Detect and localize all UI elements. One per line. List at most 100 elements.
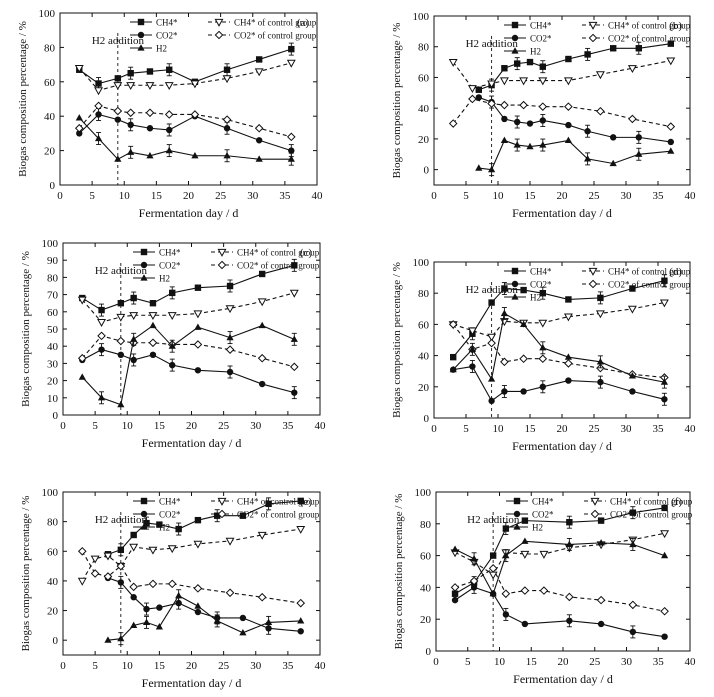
y-tick-label: 100 <box>42 487 59 499</box>
data-point <box>97 319 107 327</box>
data-point <box>467 327 477 336</box>
h2-addition-label: H2 addition <box>92 35 145 47</box>
data-point <box>117 300 125 307</box>
legend-marker <box>214 30 224 40</box>
y-tick-label: 60 <box>418 319 430 331</box>
x-tick-label: 25 <box>589 190 601 202</box>
legend-marker <box>590 497 600 506</box>
legend-marker <box>217 248 227 257</box>
y-tick-label: 0 <box>424 413 430 425</box>
x-tick-label: 5 <box>465 656 471 668</box>
x-tick-label: 25 <box>215 190 227 202</box>
data-point <box>130 294 137 302</box>
data-point <box>225 345 235 354</box>
x-tick-label: 20 <box>557 190 569 202</box>
legend-marker <box>511 293 519 300</box>
data-point <box>155 623 163 630</box>
series-co2 <box>451 580 668 640</box>
data-point <box>514 118 521 126</box>
y-tick-label: 0 <box>53 635 59 647</box>
data-point <box>501 65 508 72</box>
data-point <box>239 614 247 622</box>
data-point <box>226 333 234 341</box>
series-co2 <box>475 94 674 146</box>
legend-swatch-ch4_ctrl <box>211 497 233 506</box>
data-point <box>193 310 203 319</box>
legend-swatch-ch4 <box>133 248 155 256</box>
data-point <box>74 64 84 73</box>
data-point <box>563 77 573 86</box>
data-point <box>95 80 102 87</box>
legend-marker <box>511 21 519 29</box>
series-line <box>81 264 295 311</box>
y-tick-label: 40 <box>47 341 59 353</box>
legend-marker <box>588 33 598 43</box>
x-tick-label: 40 <box>685 423 697 435</box>
legend-swatch-co2 <box>504 280 526 288</box>
y-tick-label: 20 <box>47 606 59 618</box>
data-point <box>521 537 529 544</box>
series-ch4_ctrl <box>77 525 306 586</box>
data-point <box>500 100 509 110</box>
data-point <box>660 378 668 385</box>
data-point <box>127 148 135 155</box>
data-point <box>488 299 495 306</box>
data-point <box>514 60 521 67</box>
series-h2 <box>78 321 298 408</box>
data-point <box>526 142 534 150</box>
x-tick-label: 5 <box>92 660 98 672</box>
legend-label-h2: H2 <box>159 274 170 284</box>
x-tick-label: 0 <box>57 190 63 202</box>
series-line <box>81 324 295 406</box>
x-tick-label: 20 <box>186 420 198 432</box>
legend-label-ch4_ctrl: CH4* of control group <box>234 18 317 28</box>
data-point <box>223 66 231 73</box>
data-point <box>130 335 138 342</box>
y-tick-label: 0 <box>424 165 430 177</box>
legend-marker <box>588 267 598 276</box>
x-tick-label: 10 <box>493 423 505 435</box>
data-point <box>146 68 154 75</box>
x-tick-label: 40 <box>315 420 327 432</box>
data-point <box>129 312 139 321</box>
legend-marker <box>511 47 519 54</box>
x-axis-label: Fermentation day / d <box>512 439 612 453</box>
x-tick-label: 25 <box>589 656 601 668</box>
y-tick-label: 80 <box>418 288 430 300</box>
x-tick-label: 35 <box>653 423 665 435</box>
legend-swatch-co2 <box>130 31 152 39</box>
data-point <box>146 151 154 159</box>
data-point <box>194 608 202 616</box>
x-tick-label: 40 <box>312 190 324 202</box>
legend-label-h2: H2 <box>532 523 543 533</box>
data-point <box>225 305 235 314</box>
data-point <box>475 164 483 171</box>
series-co2_ctrl <box>448 320 669 382</box>
data-point <box>629 628 637 636</box>
data-point <box>526 58 534 66</box>
data-point <box>661 504 668 512</box>
legend-swatch-co2_ctrl <box>211 509 233 519</box>
data-point <box>564 102 573 111</box>
series-line <box>452 60 671 89</box>
data-point <box>565 540 573 548</box>
data-point <box>194 367 202 374</box>
legend-label-h2: H2 <box>159 523 170 533</box>
data-point <box>450 583 460 592</box>
y-tick-label: 50 <box>47 324 59 336</box>
series-co2 <box>104 574 304 635</box>
data-point <box>564 359 573 368</box>
data-point <box>149 351 157 358</box>
data-point <box>130 531 137 539</box>
y-tick-label: 0 <box>50 180 56 192</box>
data-point <box>500 357 509 367</box>
data-point <box>156 604 163 611</box>
data-point <box>194 602 202 609</box>
series-ch4_ctrl <box>77 289 299 327</box>
legend-label-co2_ctrl: CO2* of control group <box>234 31 317 41</box>
series-line <box>78 117 292 160</box>
legend-label-ch4_ctrl: CH4* of control group <box>610 497 693 507</box>
data-point <box>467 85 477 94</box>
data-point <box>116 336 126 346</box>
x-tick-label: 15 <box>154 420 166 432</box>
